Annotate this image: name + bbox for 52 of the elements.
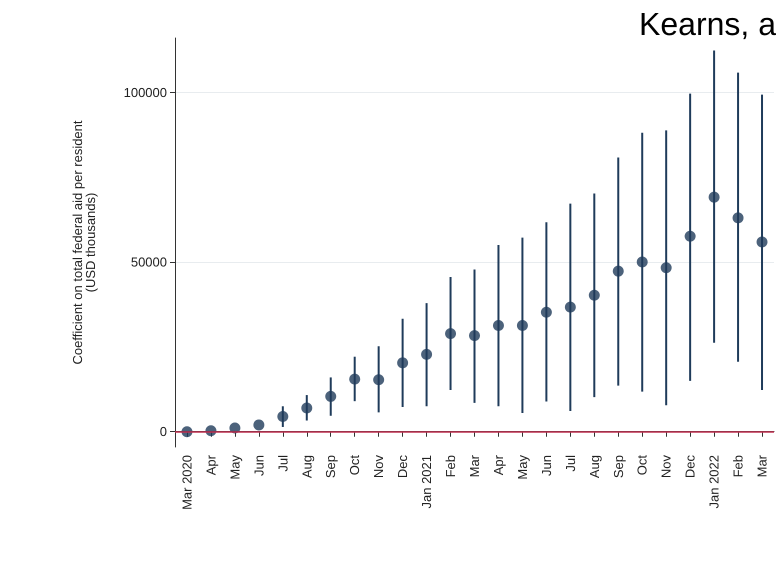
x-tick-label: Sep — [323, 455, 338, 478]
point — [612, 266, 624, 277]
x-tick-label: Feb — [443, 455, 458, 478]
point — [756, 236, 768, 248]
point — [421, 348, 432, 360]
x-tick-label: May — [227, 454, 242, 480]
x-tick-label: Jan 2021 — [419, 455, 434, 508]
point — [492, 320, 504, 331]
point — [349, 374, 360, 385]
x-tick-label: Jan 2022 — [706, 455, 722, 508]
y-tick-label: 50000 — [130, 254, 167, 270]
point — [516, 320, 528, 331]
x-tick-label: Jun — [251, 455, 266, 476]
x-tick-label: Feb — [730, 455, 746, 478]
point — [564, 302, 576, 313]
point — [684, 230, 696, 242]
y-tick-label: 0 — [160, 424, 167, 440]
point — [588, 290, 600, 301]
point — [660, 262, 672, 274]
x-tick-label: Aug — [299, 455, 314, 478]
x-tick-label: Jul — [562, 454, 578, 472]
x-tick-label: Nov — [371, 454, 386, 478]
point — [540, 306, 552, 318]
annotation: Kearns, a — [639, 6, 776, 42]
x-tick-label: Oct — [634, 454, 650, 476]
point — [732, 212, 744, 224]
x-tick-label: Apr — [490, 454, 506, 476]
x-tick-label: Dec — [682, 454, 698, 478]
x-tick-label: Apr — [203, 454, 218, 476]
point — [469, 330, 480, 342]
point — [397, 357, 408, 368]
x-tick-label: May — [514, 454, 530, 480]
y-axis-title: Coefficient on total federal aid per resident (USD thousands) — [70, 120, 98, 365]
x-tick-label: Oct — [347, 454, 362, 476]
point — [373, 374, 384, 386]
x-tick-label: Jul — [275, 454, 290, 472]
x-tick-label: Aug — [586, 455, 602, 478]
point — [445, 328, 456, 340]
x-tick-label: Sep — [610, 455, 626, 478]
point — [277, 410, 288, 422]
x-tick-label: Mar 2020 — [179, 455, 194, 510]
x-tick-label: Dec — [395, 454, 410, 478]
y-tick-label: 100000 — [124, 84, 167, 100]
point — [253, 419, 264, 430]
x-tick-label: Mar — [754, 454, 770, 478]
point — [636, 256, 648, 268]
point — [301, 402, 312, 414]
point — [325, 390, 336, 402]
x-tick-label: Mar — [467, 454, 482, 478]
x-tick-label: Jun — [538, 455, 554, 476]
x-tick-label: Nov — [658, 454, 674, 478]
point — [708, 192, 720, 203]
